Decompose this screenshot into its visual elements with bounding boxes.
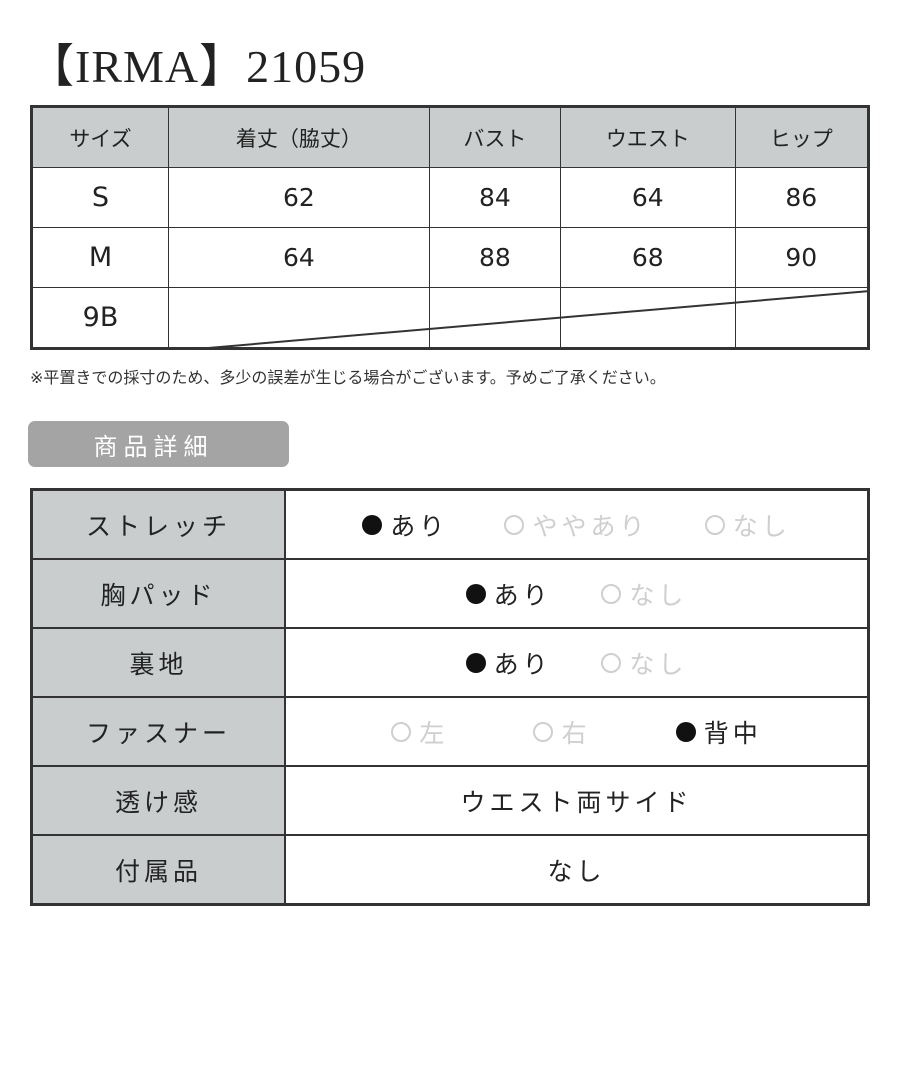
value-cell: 62 xyxy=(168,167,430,228)
product-title: 【IRMA】21059 xyxy=(28,41,367,92)
table-row: S 62 84 64 86 xyxy=(31,167,870,228)
table-row: 9B xyxy=(31,287,870,349)
option-selected: あり xyxy=(362,507,448,543)
option-label: 右 xyxy=(561,718,591,748)
value-cell: 84 xyxy=(428,167,562,228)
value-cell: 86 xyxy=(734,167,870,228)
option-selected: あり xyxy=(465,576,552,612)
empty-circle-icon xyxy=(704,514,725,535)
filled-circle-icon xyxy=(675,721,696,742)
option-unselected: なし xyxy=(601,576,687,612)
table-row: 胸パッド あり なし xyxy=(30,558,870,629)
detail-options: あり なし xyxy=(284,558,870,629)
detail-label: ファスナー xyxy=(30,696,286,767)
value-cell: 90 xyxy=(734,227,870,288)
option-unselected: なし xyxy=(704,507,791,543)
value-cell xyxy=(168,287,430,349)
detail-label: 胸パッド xyxy=(30,558,286,629)
option-unselected: 左 xyxy=(391,714,448,750)
value-cell: 64 xyxy=(560,167,736,228)
measurement-note: ※平置きでの採寸のため、多少の誤差が生じる場合がございます。予めご了承ください。 xyxy=(30,368,666,387)
filled-circle-icon xyxy=(362,514,383,535)
header-cell: バスト xyxy=(428,106,562,168)
option-label: あり xyxy=(390,511,449,541)
details-badge: 商品詳細 xyxy=(28,421,289,467)
option-label: なし xyxy=(629,580,688,610)
table-row: M 64 88 68 90 xyxy=(31,227,870,288)
table-row: ストレッチ あり ややあり なし xyxy=(30,488,870,560)
size-cell: 9B xyxy=(31,287,169,349)
table-row: 透け感 ウエスト両サイド xyxy=(30,765,870,836)
table-row: ファスナー 左 右 背中 xyxy=(30,696,870,767)
option-label: 背中 xyxy=(703,718,762,748)
detail-options: あり なし xyxy=(284,627,870,698)
empty-circle-icon xyxy=(504,514,525,535)
empty-circle-icon xyxy=(533,721,554,742)
option-label: あり xyxy=(493,580,552,610)
detail-label: ストレッチ xyxy=(30,488,286,560)
table-row: 付属品 なし xyxy=(30,834,870,906)
value-cell: 68 xyxy=(560,227,736,288)
detail-options: 左 右 背中 xyxy=(284,696,870,767)
option-label: ややあり xyxy=(532,511,649,541)
value-cell xyxy=(560,287,736,349)
empty-circle-icon xyxy=(601,652,622,673)
option-selected: あり xyxy=(465,645,552,681)
detail-label: 透け感 xyxy=(30,765,286,836)
empty-circle-icon xyxy=(391,721,412,742)
details-table: ストレッチ あり ややあり なし 胸パッド あり なし 裏地 あり なし ファスナー左右背中 透け感ウ… xyxy=(30,488,870,906)
detail-options: あり ややあり なし xyxy=(284,488,870,560)
size-table: サイズ 着丈（脇丈） バスト ウエスト ヒップ S 62 84 64 86 M … xyxy=(30,105,870,350)
detail-label: 裏地 xyxy=(30,627,286,698)
option-unselected: ややあり xyxy=(504,507,648,543)
detail-value: なし xyxy=(284,834,870,906)
detail-label: 付属品 xyxy=(30,834,286,906)
size-cell: S xyxy=(31,167,169,228)
value-cell: 88 xyxy=(428,227,562,288)
header-cell: ウエスト xyxy=(560,106,736,168)
value-cell xyxy=(734,287,870,349)
empty-circle-icon xyxy=(601,583,622,604)
table-row: 裏地 あり なし xyxy=(30,627,870,698)
filled-circle-icon xyxy=(465,583,486,604)
option-unselected: 右 xyxy=(533,714,590,750)
option-label: なし xyxy=(732,511,791,541)
option-label: なし xyxy=(629,649,688,679)
detail-value: ウエスト両サイド xyxy=(284,765,870,836)
option-label: あり xyxy=(493,649,552,679)
value-cell xyxy=(428,287,562,349)
value-cell: 64 xyxy=(168,227,430,288)
size-table-header: サイズ 着丈（脇丈） バスト ウエスト ヒップ xyxy=(31,106,870,168)
option-label: 左 xyxy=(419,718,449,748)
header-cell: ヒップ xyxy=(734,106,870,168)
filled-circle-icon xyxy=(465,652,486,673)
header-cell: 着丈（脇丈） xyxy=(168,106,430,168)
option-selected: 背中 xyxy=(675,714,762,750)
header-cell: サイズ xyxy=(31,106,169,168)
option-unselected: なし xyxy=(601,645,687,681)
size-cell: M xyxy=(31,227,169,288)
